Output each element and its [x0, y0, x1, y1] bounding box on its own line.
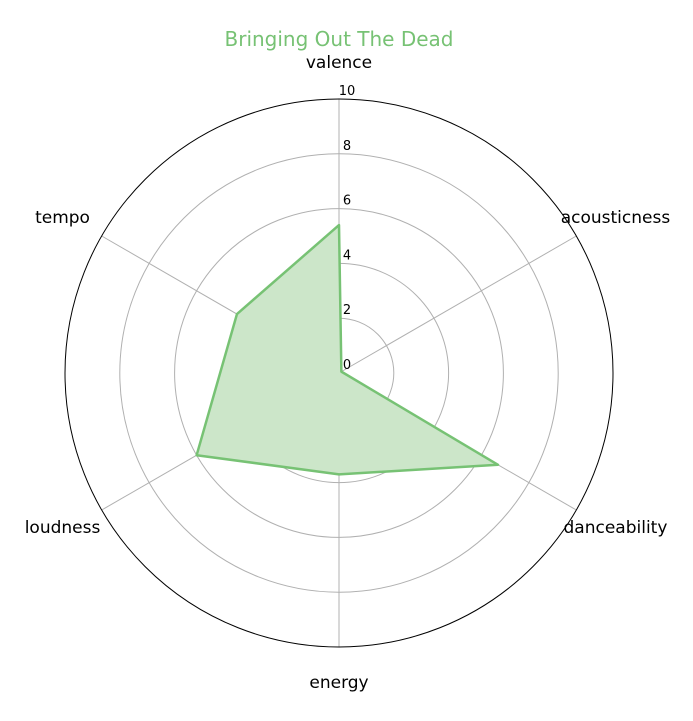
axis-label-danceability: danceability — [564, 518, 668, 538]
tick-label-6: 6 — [343, 194, 351, 209]
grid-circle-6 — [174, 208, 504, 538]
tick-label-10: 10 — [339, 84, 356, 99]
axis-label-loudness: loudness — [25, 518, 101, 538]
series-area — [196, 225, 498, 475]
tick-label-4: 4 — [343, 248, 351, 263]
tick-label-0: 0 — [343, 358, 351, 373]
axis-label-acousticness: acousticness — [561, 208, 671, 228]
tick-label-8: 8 — [343, 139, 351, 154]
outer-frame — [64, 98, 614, 648]
axis-label-valence: valence — [306, 53, 372, 73]
spoke-acousticness — [338, 235, 577, 374]
grid-circle-8 — [119, 153, 559, 593]
axis-label-energy: energy — [309, 673, 368, 693]
label-layer: 0 2 4 6 8 10 valence acousticness danceability en… — [25, 53, 671, 693]
tick-label-2: 2 — [343, 303, 351, 318]
series-layer — [195, 223, 500, 476]
chart-title: Bringing Out The Dead — [225, 27, 454, 51]
axis-label-tempo: tempo — [35, 208, 90, 228]
